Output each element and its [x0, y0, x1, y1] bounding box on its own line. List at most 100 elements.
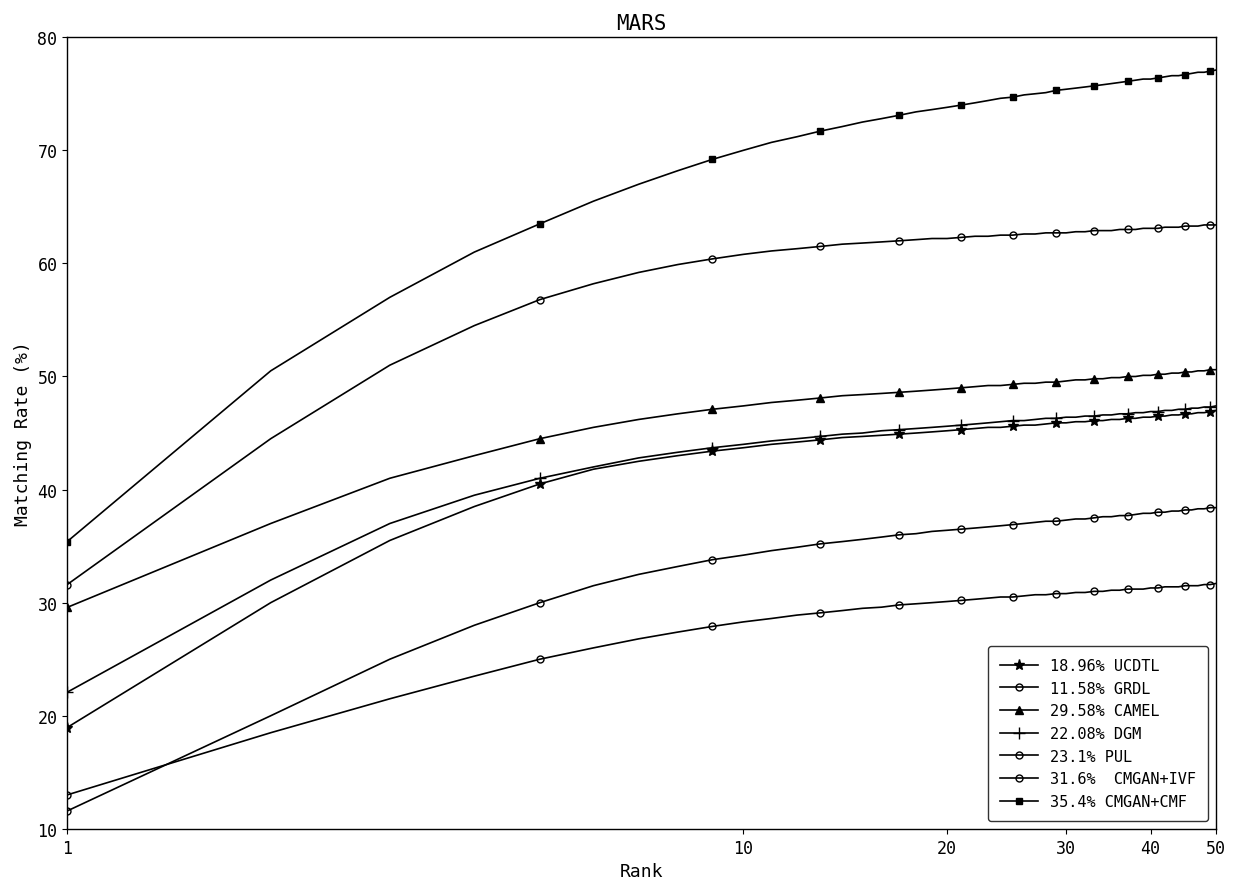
18.96% UCDTL	[1120, 414, 1135, 425]
11.58% GRDL	[1164, 506, 1179, 517]
23.1% PUL	[1038, 590, 1053, 601]
35.4% CMGAN+CMF	[764, 138, 779, 148]
22.08% DGM	[1006, 416, 1021, 426]
22.08% DGM	[671, 447, 686, 458]
29.58% CAMEL	[532, 434, 547, 444]
22.08% DGM	[813, 432, 828, 443]
35.4% CMGAN+CMF	[1038, 89, 1053, 99]
22.08% DGM	[1190, 403, 1205, 414]
31.6%  CMGAN+IVF	[1059, 228, 1074, 239]
31.6%  CMGAN+IVF	[1017, 230, 1032, 240]
18.96% UCDTL	[1203, 407, 1218, 417]
11.58% GRDL	[60, 805, 74, 816]
35.4% CMGAN+CMF	[856, 117, 870, 128]
22.08% DGM	[1136, 408, 1151, 418]
11.58% GRDL	[382, 654, 397, 665]
11.58% GRDL	[1120, 510, 1135, 521]
29.58% CAMEL	[1151, 369, 1166, 380]
29.58% CAMEL	[737, 401, 751, 412]
23.1% PUL	[1171, 582, 1185, 593]
23.1% PUL	[737, 617, 751, 628]
31.6%  CMGAN+IVF	[1095, 226, 1110, 237]
18.96% UCDTL	[1104, 415, 1118, 426]
22.08% DGM	[1112, 409, 1127, 419]
35.4% CMGAN+CMF	[1209, 65, 1224, 76]
23.1% PUL	[706, 621, 720, 632]
31.6%  CMGAN+IVF	[1190, 222, 1205, 232]
23.1% PUL	[940, 596, 955, 607]
31.6%  CMGAN+IVF	[967, 232, 982, 242]
11.58% GRDL	[1209, 502, 1224, 513]
29.58% CAMEL	[1143, 371, 1158, 382]
18.96% UCDTL	[1197, 408, 1211, 418]
11.58% GRDL	[1171, 506, 1185, 517]
22.08% DGM	[835, 429, 849, 440]
11.58% GRDL	[790, 543, 805, 553]
29.58% CAMEL	[835, 391, 849, 401]
22.08% DGM	[1184, 403, 1199, 414]
18.96% UCDTL	[1028, 420, 1043, 431]
18.96% UCDTL	[1069, 417, 1084, 427]
22.08% DGM	[1017, 416, 1032, 426]
31.6%  CMGAN+IVF	[1203, 220, 1218, 231]
23.1% PUL	[1049, 588, 1064, 599]
11.58% GRDL	[1086, 513, 1101, 524]
31.6%  CMGAN+IVF	[1171, 223, 1185, 233]
22.08% DGM	[874, 426, 889, 436]
23.1% PUL	[967, 595, 982, 605]
29.58% CAMEL	[1136, 371, 1151, 382]
35.4% CMGAN+CMF	[1059, 85, 1074, 96]
23.1% PUL	[835, 605, 849, 616]
31.6%  CMGAN+IVF	[925, 234, 940, 245]
31.6%  CMGAN+IVF	[263, 434, 278, 444]
23.1% PUL	[1143, 583, 1158, 594]
23.1% PUL	[1028, 590, 1043, 601]
11.58% GRDL	[892, 530, 906, 541]
35.4% CMGAN+CMF	[1136, 74, 1151, 85]
Title: MARS: MARS	[616, 14, 667, 34]
18.96% UCDTL	[1049, 418, 1064, 429]
31.6%  CMGAN+IVF	[1151, 224, 1166, 234]
35.4% CMGAN+CMF	[706, 155, 720, 165]
22.08% DGM	[1151, 407, 1166, 417]
11.58% GRDL	[1112, 510, 1127, 521]
18.96% UCDTL	[892, 429, 906, 440]
29.58% CAMEL	[1171, 368, 1185, 379]
31.6%  CMGAN+IVF	[587, 279, 601, 290]
31.6%  CMGAN+IVF	[706, 254, 720, 265]
31.6%  CMGAN+IVF	[737, 249, 751, 260]
22.08% DGM	[1203, 402, 1218, 413]
11.58% GRDL	[909, 528, 924, 539]
22.08% DGM	[909, 424, 924, 434]
22.08% DGM	[532, 473, 547, 484]
22.08% DGM	[737, 440, 751, 451]
18.96% UCDTL	[532, 479, 547, 490]
11.58% GRDL	[874, 532, 889, 543]
29.58% CAMEL	[909, 386, 924, 397]
31.6%  CMGAN+IVF	[1006, 231, 1021, 241]
18.96% UCDTL	[1128, 414, 1143, 425]
35.4% CMGAN+CMF	[1164, 72, 1179, 82]
29.58% CAMEL	[1190, 366, 1205, 376]
11.58% GRDL	[1143, 509, 1158, 519]
23.1% PUL	[532, 654, 547, 665]
18.96% UCDTL	[909, 428, 924, 439]
11.58% GRDL	[981, 522, 996, 533]
22.08% DGM	[1209, 401, 1224, 412]
29.58% CAMEL	[981, 381, 996, 392]
31.6%  CMGAN+IVF	[671, 260, 686, 271]
18.96% UCDTL	[856, 432, 870, 443]
29.58% CAMEL	[1203, 365, 1218, 375]
11.58% GRDL	[532, 597, 547, 608]
29.58% CAMEL	[1197, 366, 1211, 376]
23.1% PUL	[790, 610, 805, 620]
18.96% UCDTL	[1190, 408, 1205, 418]
11.58% GRDL	[1128, 510, 1143, 520]
22.08% DGM	[764, 436, 779, 447]
X-axis label: Rank: Rank	[620, 862, 663, 880]
31.6%  CMGAN+IVF	[467, 321, 482, 332]
18.96% UCDTL	[60, 722, 74, 733]
22.08% DGM	[1178, 404, 1193, 415]
35.4% CMGAN+CMF	[1006, 93, 1021, 104]
18.96% UCDTL	[1086, 416, 1101, 426]
